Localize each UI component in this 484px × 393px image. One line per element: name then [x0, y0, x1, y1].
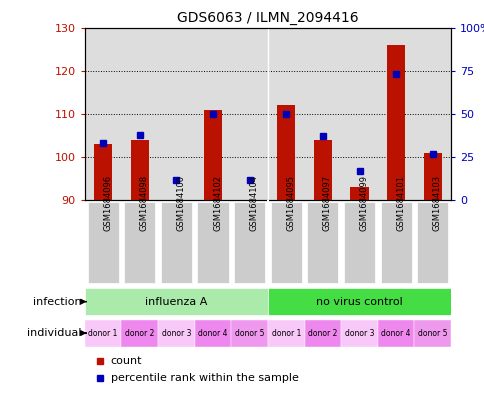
- Text: donor 1: donor 1: [271, 329, 301, 338]
- Text: no virus control: no virus control: [316, 297, 402, 307]
- Bar: [203, 110, 222, 200]
- Text: GSM1684096: GSM1684096: [103, 175, 112, 231]
- Text: donor 4: donor 4: [380, 329, 410, 338]
- FancyBboxPatch shape: [413, 320, 450, 347]
- FancyBboxPatch shape: [85, 320, 121, 347]
- Text: donor 1: donor 1: [88, 329, 118, 338]
- Bar: [313, 140, 332, 200]
- FancyBboxPatch shape: [343, 202, 374, 283]
- Bar: [94, 144, 112, 200]
- FancyBboxPatch shape: [304, 320, 341, 347]
- Text: infection: infection: [32, 297, 81, 307]
- FancyBboxPatch shape: [270, 202, 301, 283]
- FancyBboxPatch shape: [85, 288, 267, 315]
- FancyBboxPatch shape: [197, 202, 228, 283]
- Text: GSM1684097: GSM1684097: [322, 175, 331, 231]
- Bar: [130, 140, 149, 200]
- Text: individual: individual: [27, 328, 81, 338]
- Text: donor 2: donor 2: [125, 329, 154, 338]
- Bar: [423, 153, 441, 200]
- Text: percentile rank within the sample: percentile rank within the sample: [110, 373, 298, 383]
- Text: GSM1684102: GSM1684102: [212, 175, 222, 231]
- FancyBboxPatch shape: [88, 202, 119, 283]
- Text: GSM1684100: GSM1684100: [176, 175, 185, 231]
- Title: GDS6063 / ILMN_2094416: GDS6063 / ILMN_2094416: [177, 11, 358, 25]
- Text: donor 4: donor 4: [198, 329, 227, 338]
- Text: donor 2: donor 2: [307, 329, 337, 338]
- Text: donor 3: donor 3: [344, 329, 374, 338]
- FancyBboxPatch shape: [231, 320, 267, 347]
- FancyBboxPatch shape: [267, 320, 304, 347]
- FancyBboxPatch shape: [121, 320, 158, 347]
- FancyBboxPatch shape: [124, 202, 155, 283]
- Text: GSM1684095: GSM1684095: [286, 175, 295, 231]
- Text: donor 5: donor 5: [417, 329, 447, 338]
- FancyBboxPatch shape: [341, 320, 377, 347]
- Text: influenza A: influenza A: [145, 297, 207, 307]
- Text: GSM1684103: GSM1684103: [432, 175, 441, 231]
- FancyBboxPatch shape: [194, 320, 231, 347]
- Bar: [276, 105, 295, 200]
- FancyBboxPatch shape: [380, 202, 411, 283]
- Bar: [386, 45, 405, 200]
- Text: GSM1684098: GSM1684098: [139, 175, 149, 231]
- Text: GSM1684099: GSM1684099: [359, 175, 368, 231]
- FancyBboxPatch shape: [267, 288, 450, 315]
- FancyBboxPatch shape: [158, 320, 194, 347]
- Text: count: count: [110, 356, 142, 366]
- Text: donor 5: donor 5: [234, 329, 264, 338]
- Text: GSM1684101: GSM1684101: [395, 175, 404, 231]
- FancyBboxPatch shape: [161, 202, 192, 283]
- Text: GSM1684104: GSM1684104: [249, 175, 258, 231]
- FancyBboxPatch shape: [377, 320, 413, 347]
- FancyBboxPatch shape: [416, 202, 447, 283]
- Text: donor 3: donor 3: [161, 329, 191, 338]
- FancyBboxPatch shape: [234, 202, 265, 283]
- FancyBboxPatch shape: [307, 202, 338, 283]
- Bar: [349, 187, 368, 200]
